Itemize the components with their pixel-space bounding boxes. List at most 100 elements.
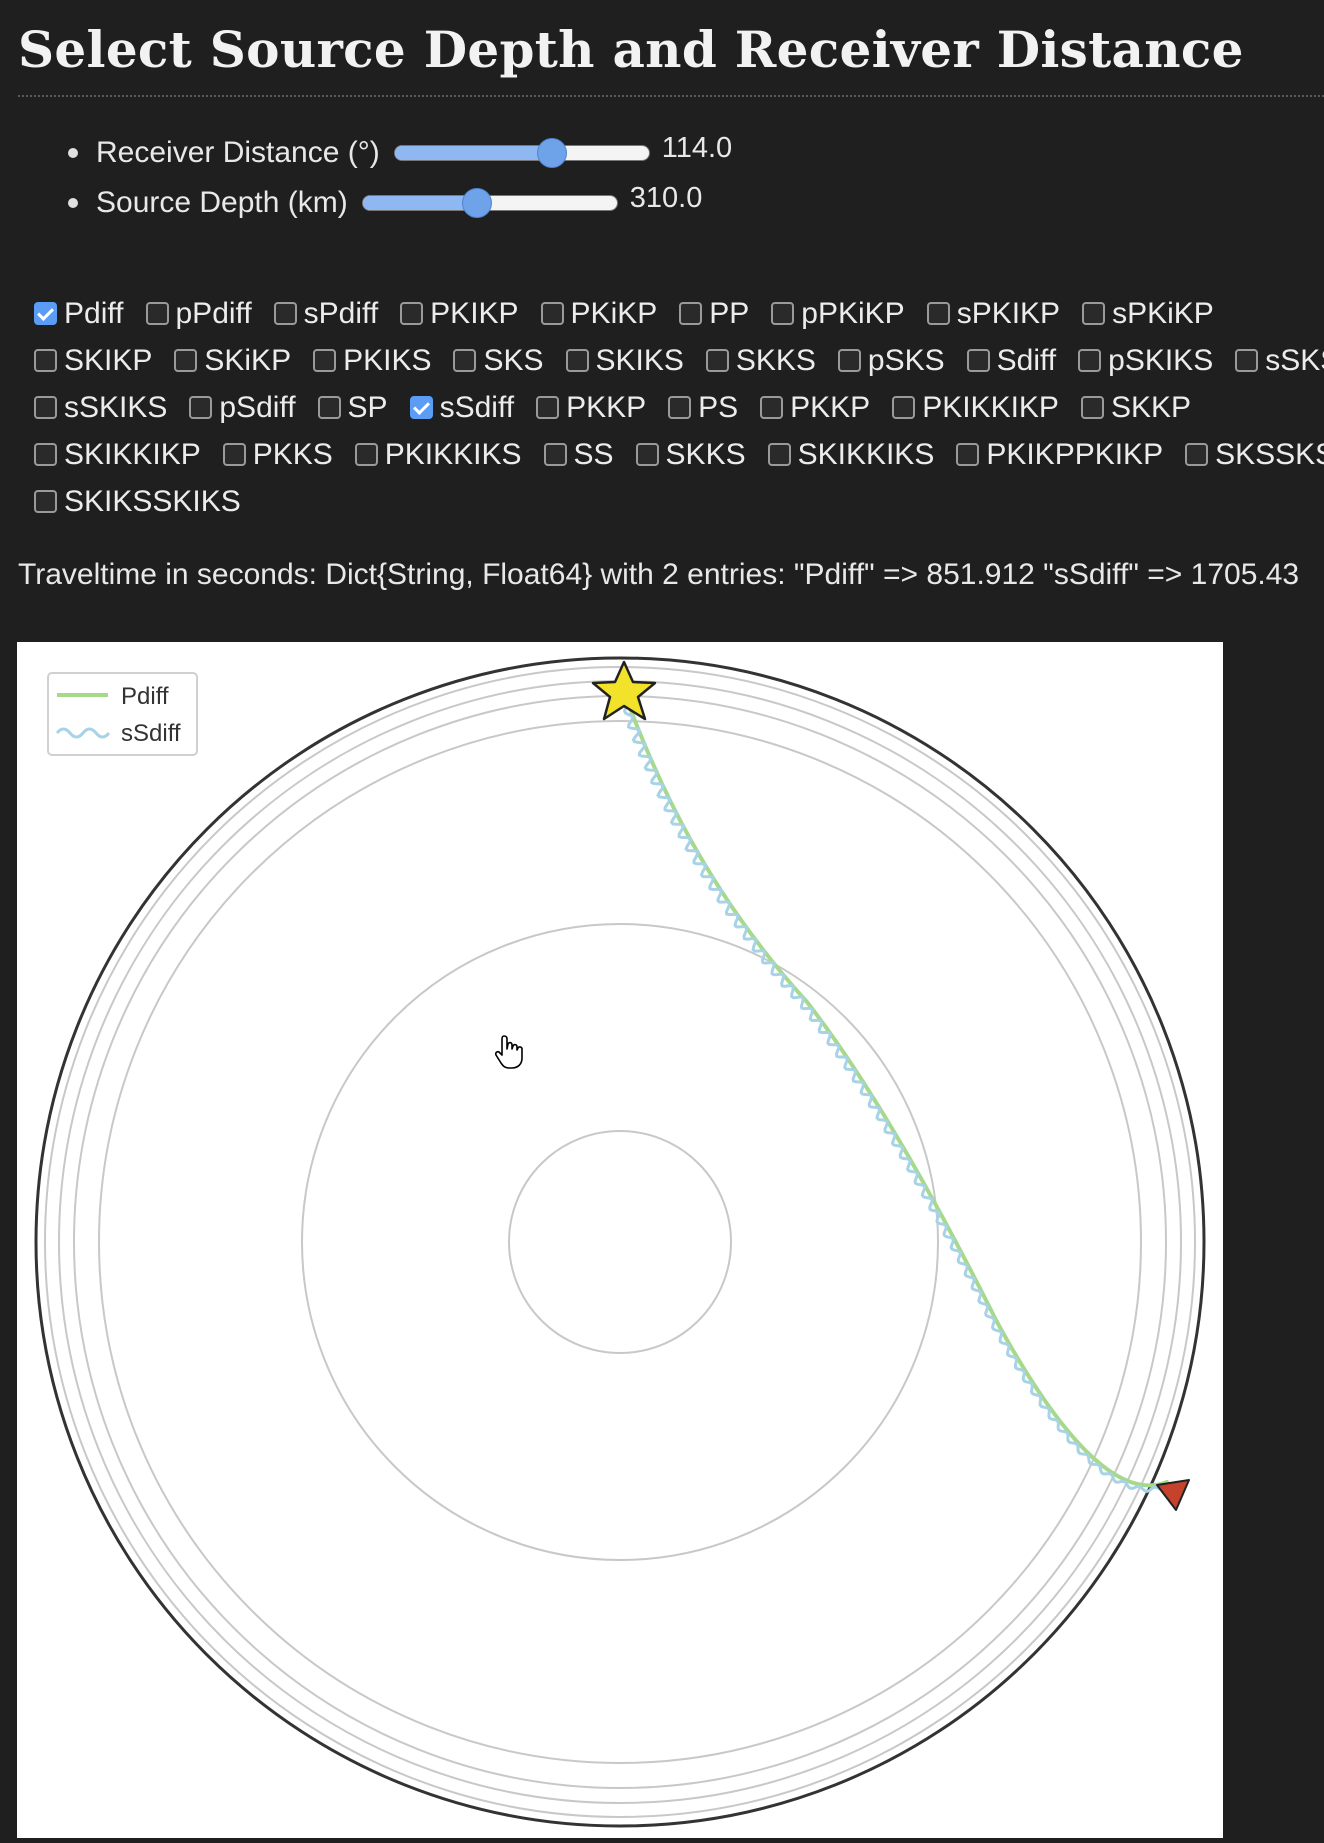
checkbox-psks[interactable]: pSKS — [837, 344, 945, 378]
checkbox-unchecked-icon[interactable] — [966, 349, 990, 372]
checkbox-unchecked-icon[interactable] — [222, 443, 246, 466]
checkbox-pkkp[interactable]: PKKP — [760, 391, 870, 425]
checkbox-unchecked-icon[interactable] — [1078, 349, 1102, 372]
checkbox-skssks[interactable]: SKSSKS — [1185, 438, 1324, 472]
checkbox-ppkikp[interactable]: pPKiKP — [771, 296, 905, 331]
checkbox-unchecked-icon[interactable] — [145, 302, 169, 325]
checkbox-unchecked-icon[interactable] — [1235, 349, 1259, 372]
checkbox-label: SKKS — [665, 437, 746, 471]
checkbox-unchecked-icon[interactable] — [34, 396, 57, 419]
checkbox-label: pPKiKP — [801, 296, 905, 330]
legend-pdiff-label: Pdiff — [121, 683, 169, 710]
checkbox-label: SKIKKIKS — [797, 437, 935, 471]
checkbox-pkikp[interactable]: PKIKP — [400, 297, 519, 331]
checkbox-sskiks[interactable]: sSKIKS — [34, 391, 167, 425]
checkbox-pkikkikp[interactable]: PKIKKIKP — [892, 391, 1059, 425]
receiver-distance-row: Receiver Distance (°) 114.0 — [68, 128, 732, 178]
checkbox-unchecked-icon[interactable] — [668, 396, 692, 419]
checkbox-unchecked-icon[interactable] — [34, 490, 57, 513]
checkbox-unchecked-icon[interactable] — [771, 302, 795, 325]
title-divider — [18, 95, 1324, 97]
raypath-plot: Pdiff sSdiff — [17, 642, 1223, 1838]
checkbox-pkikppkikp[interactable]: PKIKPPKIKP — [956, 438, 1163, 472]
checkbox-pkikp[interactable]: PKiKP — [540, 297, 657, 331]
bullet-icon — [68, 198, 78, 208]
checkbox-unchecked-icon[interactable] — [400, 302, 424, 325]
checkbox-pkks[interactable]: PKKS — [222, 438, 333, 472]
checkbox-checked-icon[interactable] — [34, 302, 57, 325]
checkbox-psdiff[interactable]: pSdiff — [189, 391, 296, 425]
checkbox-skikkikp[interactable]: SKIKKIKP — [34, 438, 201, 472]
checkbox-pp[interactable]: PP — [679, 297, 749, 331]
checkbox-unchecked-icon[interactable] — [174, 349, 198, 372]
source-depth-row: Source Depth (km) 310.0 — [68, 178, 732, 228]
checkbox-unchecked-icon[interactable] — [189, 396, 213, 419]
checkbox-label: PP — [709, 296, 750, 330]
checkbox-unchecked-icon[interactable] — [313, 349, 337, 372]
checkbox-unchecked-icon[interactable] — [543, 443, 567, 466]
checkbox-skiks[interactable]: SKIKS — [565, 344, 684, 378]
checkbox-spkikp[interactable]: sPKiKP — [1082, 297, 1214, 331]
checkbox-unchecked-icon[interactable] — [760, 396, 784, 419]
checkbox-unchecked-icon[interactable] — [837, 349, 861, 372]
checkbox-ss[interactable]: SS — [543, 437, 614, 472]
checkbox-label: pPdiff — [175, 296, 252, 330]
checkbox-unchecked-icon[interactable] — [926, 302, 950, 325]
checkbox-unchecked-icon[interactable] — [536, 396, 560, 419]
checkbox-skiksskiks[interactable]: SKIKSSKIKS — [34, 485, 241, 519]
checkbox-pkikkiks[interactable]: PKIKKIKS — [354, 438, 522, 472]
checkbox-spkikp[interactable]: sPKIKP — [926, 297, 1060, 331]
checkbox-sp[interactable]: SP — [317, 391, 388, 425]
checkbox-ppdiff[interactable]: pPdiff — [145, 296, 252, 331]
checkbox-label: sPdiff — [303, 296, 379, 330]
checkbox-ssks[interactable]: sSKS — [1235, 344, 1324, 378]
checkbox-unchecked-icon[interactable] — [767, 443, 791, 466]
checkbox-unchecked-icon[interactable] — [705, 349, 729, 372]
checkbox-unchecked-icon[interactable] — [679, 302, 703, 325]
checkbox-unchecked-icon[interactable] — [565, 349, 589, 372]
source-depth-label: Source Depth (km) — [96, 186, 348, 219]
checkbox-pdiff[interactable]: Pdiff — [34, 297, 124, 331]
checkbox-pkiks[interactable]: PKIKS — [313, 344, 431, 378]
slider-thumb[interactable] — [537, 138, 568, 168]
checkbox-checked-icon[interactable] — [409, 396, 433, 419]
receiver-distance-label: Receiver Distance (°) — [96, 136, 380, 169]
source-depth-value: 310.0 — [629, 181, 703, 214]
checkbox-unchecked-icon[interactable] — [354, 443, 378, 466]
checkbox-ssdiff[interactable]: sSdiff — [409, 391, 514, 425]
checkbox-skkp[interactable]: SKKP — [1080, 391, 1191, 425]
checkbox-label: SS — [573, 437, 614, 471]
checkbox-unchecked-icon[interactable] — [34, 349, 57, 372]
checkbox-label: SKKS — [735, 343, 816, 377]
slider-thumb[interactable] — [462, 188, 493, 218]
checkbox-unchecked-icon[interactable] — [892, 396, 916, 419]
checkbox-pkkp[interactable]: PKKP — [536, 391, 646, 425]
receiver-distance-slider[interactable] — [393, 138, 650, 168]
checkbox-unchecked-icon[interactable] — [453, 349, 477, 372]
checkbox-unchecked-icon[interactable] — [273, 302, 297, 325]
checkbox-unchecked-icon[interactable] — [1185, 443, 1209, 466]
checkbox-spdiff[interactable]: sPdiff — [273, 296, 379, 331]
source-depth-slider[interactable] — [361, 188, 618, 218]
checkbox-pskiks[interactable]: pSKIKS — [1078, 344, 1213, 378]
checkbox-row: SKIKP SKiKP PKIKS SKS SKIKS SKKS pSKS Sdiff pSKI… — [34, 337, 1324, 384]
checkbox-unchecked-icon[interactable] — [1082, 302, 1106, 325]
checkbox-unchecked-icon[interactable] — [317, 396, 341, 419]
checkbox-unchecked-icon[interactable] — [1080, 396, 1104, 419]
checkbox-unchecked-icon[interactable] — [540, 302, 564, 325]
checkbox-row: SKIKKIKP PKKS PKIKKIKS SS SKKS SKIKKIKS PKIKPP… — [34, 431, 1324, 478]
phase-checkbox-group: Pdiff pPdiff sPdiff PKIKP PKiKP PP pPKiKP sPKIK… — [34, 290, 1324, 525]
checkbox-unchecked-icon[interactable] — [635, 443, 659, 466]
checkbox-skikp[interactable]: SKIKP — [34, 344, 152, 378]
checkbox-ps[interactable]: PS — [668, 391, 738, 425]
checkbox-sks[interactable]: SKS — [453, 344, 544, 378]
checkbox-skikp[interactable]: SKiKP — [174, 344, 291, 378]
checkbox-unchecked-icon[interactable] — [956, 443, 980, 466]
checkbox-label: sPKiKP — [1112, 296, 1214, 330]
checkbox-sdiff[interactable]: Sdiff — [966, 344, 1056, 378]
checkbox-unchecked-icon[interactable] — [34, 443, 57, 466]
traveltime-output: Traveltime in seconds: Dict{String, Floa… — [18, 558, 1300, 591]
checkbox-skikkiks[interactable]: SKIKKIKS — [767, 437, 935, 472]
checkbox-skks[interactable]: SKKS — [635, 437, 746, 472]
checkbox-skks[interactable]: SKKS — [705, 343, 816, 378]
